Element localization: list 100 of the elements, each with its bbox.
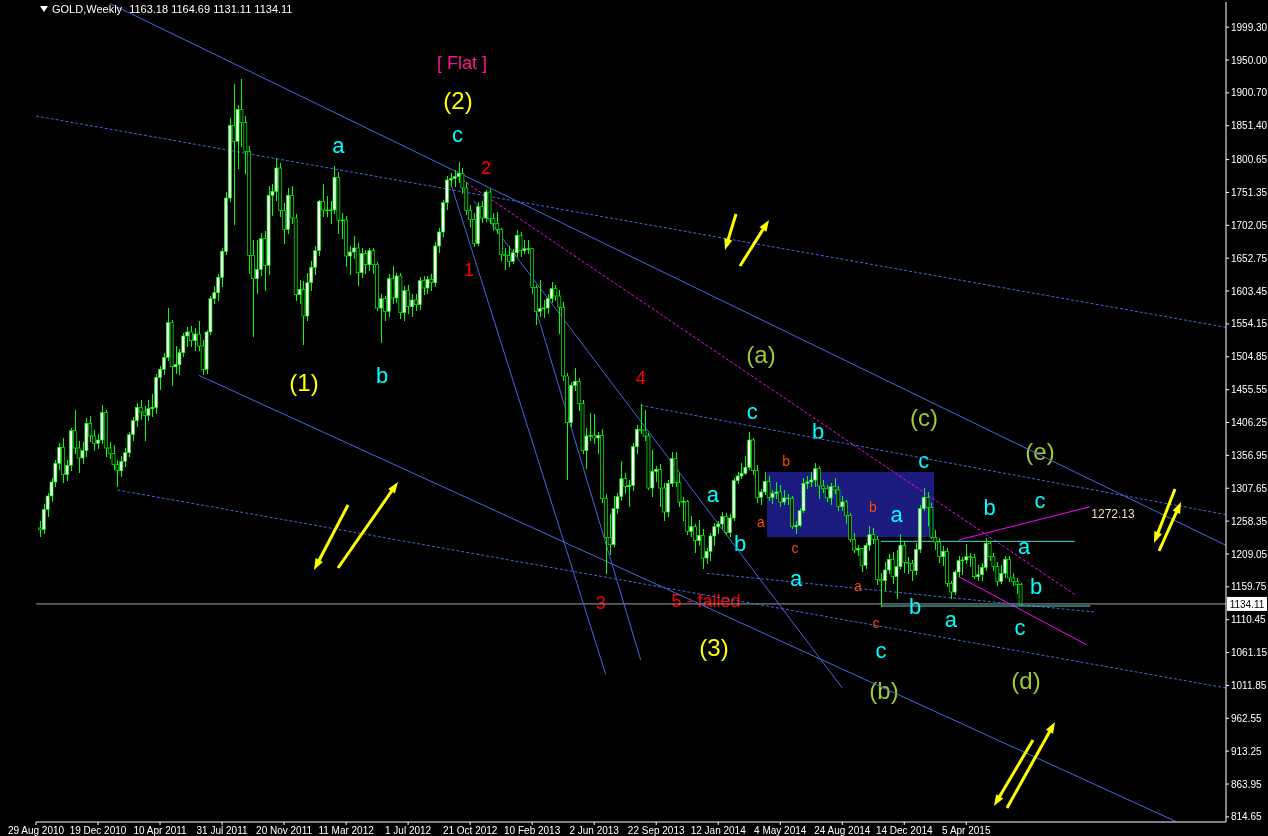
x-tick-label: 19 Dec 2010 [69, 825, 127, 836]
candlestick [410, 293, 414, 318]
candlestick [518, 230, 523, 258]
candlestick [1018, 582, 1023, 608]
annotation: (1) [289, 368, 319, 396]
chart-title: GOLD,Weekly [52, 3, 123, 15]
candlestick [138, 398, 143, 421]
candlestick [142, 404, 147, 442]
candlestick [592, 413, 597, 445]
y-tick-label: 1554.15 [1231, 318, 1268, 330]
x-tick-label: 22 Sep 2013 [627, 825, 685, 836]
y-tick-label: 962.55 [1231, 712, 1263, 724]
y-tick-label: 863.95 [1231, 778, 1263, 790]
annotation: (3) [699, 633, 729, 661]
annotation: b [869, 499, 878, 515]
y-tick-label: 1356.95 [1231, 449, 1268, 461]
y-tick-label: 1406.25 [1231, 417, 1268, 429]
annotation: b [983, 495, 996, 521]
x-tick-label: 4 May 2014 [754, 825, 807, 836]
candlestick [359, 247, 364, 279]
annotation: c [918, 448, 930, 474]
chart-subtitle: 1163.18 1164.69 1131.11 1134.11 [128, 3, 293, 15]
y-tick-label: 1011.85 [1231, 679, 1267, 691]
candlestick [623, 472, 628, 495]
x-tick-label: 24 Aug 2014 [814, 825, 871, 836]
candlestick [324, 195, 329, 218]
annotation: b [908, 593, 922, 619]
candlestick [363, 249, 368, 275]
annotation: (2) [443, 86, 473, 114]
annotation: 1272.13 [1091, 507, 1136, 521]
annotation: [ Flat ] [436, 53, 488, 73]
candlestick [193, 327, 197, 352]
annotation: c [875, 637, 887, 663]
x-tick-label: 14 Dec 2014 [875, 825, 934, 836]
y-tick-label: 1603.45 [1231, 285, 1268, 297]
candlestick [960, 556, 965, 576]
annotation: c [1034, 487, 1046, 513]
annotation: 2 [480, 158, 492, 178]
annotation: a [789, 565, 803, 591]
annotation: a [706, 482, 720, 508]
annotation: a [332, 132, 346, 158]
y-tick-label: 1851.40 [1231, 120, 1268, 132]
x-tick-label: 10 Feb 2013 [504, 825, 561, 836]
y-tick-label: 1900.70 [1231, 87, 1268, 99]
annotation: a [944, 607, 958, 633]
annotation: c [791, 540, 799, 556]
annotation: a [1017, 533, 1031, 559]
annotation: 1 [463, 260, 475, 280]
y-tick-label: 1258.35 [1231, 515, 1268, 527]
annotation: c [452, 122, 464, 148]
candlestick [902, 541, 907, 574]
x-tick-label: 2 Jun 2013 [569, 825, 620, 836]
y-tick-label: 1751.35 [1231, 186, 1268, 198]
y-tick-label: 1999.30 [1231, 21, 1268, 33]
candlestick [255, 238, 259, 295]
candlestick [817, 465, 821, 500]
candlestick [724, 512, 728, 536]
x-tick-label: 5 Apr 2015 [942, 825, 991, 836]
x-tick-label: 31 Jul 2011 [196, 825, 248, 836]
y-tick-label: 913.25 [1231, 745, 1263, 757]
candlestick [890, 550, 895, 585]
x-tick-label: 10 Apr 2011 [133, 825, 188, 836]
annotation: c [1014, 614, 1026, 640]
candlestick [766, 475, 771, 502]
x-tick-label: 21 Oct 2012 [442, 825, 498, 836]
annotation: 5 - failed [671, 591, 741, 611]
annotation: a [756, 514, 765, 530]
candlestick [778, 484, 783, 508]
y-tick-label: 1652.75 [1231, 252, 1268, 264]
annotation: (c) [910, 403, 938, 431]
y-tick-label: 1800.65 [1231, 154, 1268, 166]
candlestick [1007, 554, 1011, 583]
annotation: b [733, 530, 747, 556]
y-tick-label: 1110.45 [1231, 614, 1267, 626]
annotation: a [854, 578, 863, 594]
annotation: 4 [635, 368, 646, 388]
annotation: c [872, 615, 880, 631]
annotation: a [890, 501, 904, 527]
x-tick-label: 1 Jul 2012 [385, 825, 432, 836]
x-tick-label: 12 Jan 2014 [690, 825, 747, 836]
annotation: b [375, 362, 389, 388]
annotation: b [811, 418, 825, 444]
candlestick [367, 246, 372, 272]
y-tick-label: 1702.05 [1231, 219, 1268, 231]
y-tick-label: 814.65 [1231, 811, 1263, 823]
y-tick-label: 1455.55 [1231, 384, 1268, 396]
y-tick-label: 1950.00 [1231, 54, 1268, 66]
candlestick [507, 245, 511, 268]
candlestick [406, 284, 410, 315]
x-tick-label: 20 Nov 2011 [256, 825, 313, 836]
annotation: b [1029, 573, 1043, 599]
candlestick [538, 278, 542, 318]
candlestick [425, 274, 430, 295]
candlestick [189, 325, 193, 348]
y-tick-label: 1504.85 [1231, 351, 1268, 363]
annotation: (a) [746, 340, 776, 368]
x-tick-label: 11 Mar 2012 [318, 825, 375, 836]
candlestick [972, 553, 976, 580]
y-tick-label: 1307.65 [1231, 482, 1268, 494]
y-tick-label: 1159.75 [1231, 581, 1267, 593]
